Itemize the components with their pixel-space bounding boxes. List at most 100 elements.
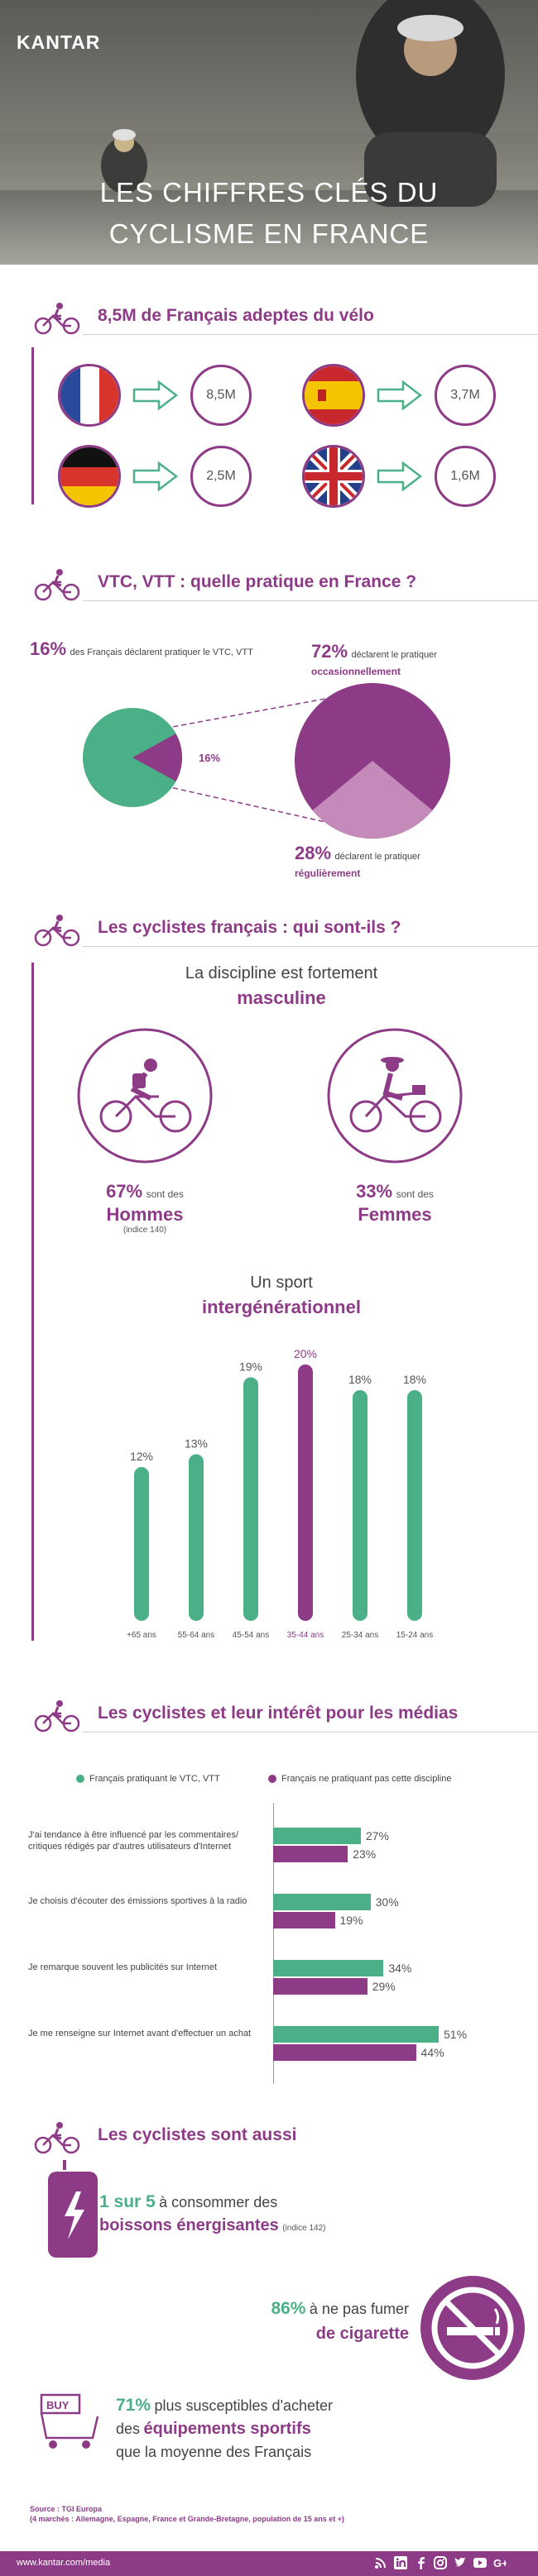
arrow-right-icon — [132, 380, 179, 411]
section-accent-bar — [31, 963, 34, 1641]
women-label: Femmes — [358, 1204, 432, 1225]
women-pct: 33% — [356, 1181, 393, 1202]
buy-text2: des — [116, 2421, 141, 2437]
smoke-text: à ne pas fumer — [309, 2301, 409, 2317]
stat-28-text: déclarent le pratiquer — [334, 852, 420, 862]
buy-icon-text: BUY — [46, 2399, 70, 2411]
media-bar — [273, 1978, 367, 1995]
stat-72-highlight: occasionnellement — [311, 666, 401, 677]
age-bar — [353, 1390, 367, 1621]
stat-72-text: déclarent le pratiquer — [351, 650, 437, 660]
google-plus-icon[interactable]: G+ — [493, 2556, 507, 2569]
arrow-right-icon — [132, 461, 179, 492]
media-bar — [273, 2026, 439, 2043]
age-bar-value: 12% — [130, 1450, 153, 1463]
linkedin-icon[interactable] — [394, 2556, 407, 2569]
media-bar — [273, 1828, 361, 1844]
legend-purple-label: Français ne pratiquant pas cette discipl… — [281, 1774, 452, 1784]
cyclist-icon — [34, 569, 80, 601]
source-text: (4 marchés : Allemagne, Espagne, France … — [30, 2515, 345, 2523]
no-smoking-icon — [420, 2276, 525, 2380]
facebook-icon[interactable] — [414, 2556, 427, 2569]
arrow-right-icon — [377, 461, 423, 492]
pie-16-label: 16% — [199, 752, 220, 764]
section-divider — [83, 600, 538, 601]
country-france: 8,5M — [58, 364, 252, 427]
media-bar-value: 44% — [420, 2046, 444, 2059]
age-bar-value: 18% — [348, 1373, 372, 1386]
men-stat: 67% sont des Hommes (indice 140) — [50, 1181, 240, 1235]
country-germany: 2,5M — [58, 445, 252, 508]
section-title: Les cyclistes français : qui sont-ils ? — [98, 918, 401, 937]
media-bar-value: 23% — [353, 1847, 377, 1861]
footer-bar: www.kantar.com/media G+ — [0, 2551, 538, 2576]
age-bar-value: 19% — [239, 1360, 262, 1374]
country-value: 1,6M — [435, 446, 496, 507]
pie-16-slice — [132, 734, 183, 781]
age-category-label: 55-64 ans — [178, 1631, 214, 1640]
energy-stat: 1 sur 5 à consommer des boissons énergis… — [99, 2191, 414, 2239]
country-uk: 1,6M — [302, 445, 496, 508]
women-text: sont des — [396, 1188, 434, 1200]
media-bar-value: 29% — [372, 1980, 396, 1993]
cyclist-icon — [34, 915, 80, 947]
rss-icon[interactable] — [374, 2556, 387, 2569]
legend-green: Français pratiquant le VTC, VTT — [76, 1774, 220, 1784]
buy-highlight: équipements sportifs — [143, 2420, 311, 2438]
men-index: (indice 140) — [122, 1226, 167, 1235]
men-label: Hommes — [106, 1204, 184, 1225]
section-title: Les cyclistes sont aussi — [98, 2125, 297, 2144]
footer-url[interactable]: www.kantar.com/media — [17, 2558, 111, 2568]
gender-highlight: masculine — [237, 987, 326, 1008]
gender-title: La discipline est fortement — [185, 964, 378, 982]
cyclist-icon — [34, 2122, 80, 2154]
age-bar-chart: 12% +65 ans 13% 55-64 ans 19% 45-54 ans 20% 35-… — [99, 1323, 480, 1646]
section-header-adeptes: 8,5M de Français adeptes du vélo — [0, 289, 538, 342]
stat-16-text: des Français déclarent pratiquer le VTC,… — [70, 648, 253, 657]
energy-highlight: boissons énergisantes — [99, 2216, 279, 2234]
germany-flag-icon — [58, 445, 121, 508]
age-bar-value: 20% — [294, 1347, 317, 1360]
age-category-label: 15-24 ans — [396, 1631, 433, 1640]
media-bar — [273, 1894, 371, 1910]
age-category-label: 45-54 ans — [233, 1631, 269, 1640]
media-bar-value: 30% — [375, 1895, 399, 1909]
section-divider — [83, 334, 538, 335]
legend-green-dot — [76, 1775, 84, 1783]
instagram-icon[interactable] — [434, 2556, 447, 2569]
buy-text3: que la moyenne des Français — [116, 2444, 312, 2460]
section-accent-bar — [31, 347, 34, 504]
twitter-icon[interactable] — [454, 2556, 467, 2569]
cyclist-icon — [34, 1700, 80, 1732]
smoke-highlight: de cigarette — [315, 2325, 409, 2343]
energy-index: (indice 142) — [282, 2224, 326, 2233]
pie-28-slice — [312, 761, 433, 839]
age-highlight: intergénérationnel — [202, 1297, 361, 1317]
media-bar — [273, 1846, 348, 1862]
hero-title-line1: LES CHIFFRES CLÉS DU — [99, 177, 439, 208]
youtube-icon[interactable] — [473, 2556, 487, 2569]
media-bar-value: 27% — [365, 1829, 389, 1842]
practice-pie-charts: 16% — [83, 683, 450, 839]
uk-flag-icon — [302, 445, 365, 508]
men-pct: 67% — [106, 1181, 143, 1202]
hero-title-line2: CYCLISME EN FRANCE — [108, 218, 430, 249]
social-icons: G+ — [374, 2556, 507, 2569]
section-title: 8,5M de Français adeptes du vélo — [98, 306, 374, 325]
age-category-label: +65 ans — [127, 1631, 156, 1640]
connector-line — [140, 694, 348, 734]
men-text: sont des — [146, 1188, 184, 1200]
kantar-logo[interactable]: KANTAR — [17, 31, 101, 53]
age-title: Un sport — [250, 1274, 313, 1292]
country-spain: 3,7M — [302, 364, 496, 427]
legend-green-label: Français pratiquant le VTC, VTT — [89, 1774, 220, 1784]
section-header-qui: Les cyclistes français : qui sont-ils ? — [0, 901, 538, 954]
age-bar — [189, 1454, 204, 1621]
smoke-stat: 86% à ne pas fumer de cigarette — [207, 2297, 409, 2347]
energy-pct: 1 sur 5 — [99, 2192, 156, 2211]
buy-pct: 71% — [116, 2396, 151, 2415]
spain-flag-icon — [302, 364, 365, 427]
women-stat: 33% sont des Femmes — [300, 1181, 490, 1226]
age-category-label: 25-34 ans — [342, 1631, 378, 1640]
male-cyclist-icon — [77, 1028, 213, 1164]
